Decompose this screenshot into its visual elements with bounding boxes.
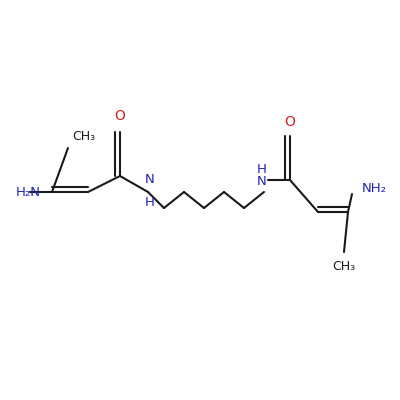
Text: CH₃: CH₃ [72,130,95,142]
Text: N: N [257,176,267,188]
Text: H: H [257,164,267,176]
Text: O: O [284,115,296,129]
Text: H: H [145,196,155,208]
Text: NH₂: NH₂ [362,182,387,194]
Text: CH₃: CH₃ [332,260,356,272]
Text: H₂N: H₂N [16,186,41,198]
Text: O: O [114,109,126,123]
Text: N: N [145,174,155,186]
